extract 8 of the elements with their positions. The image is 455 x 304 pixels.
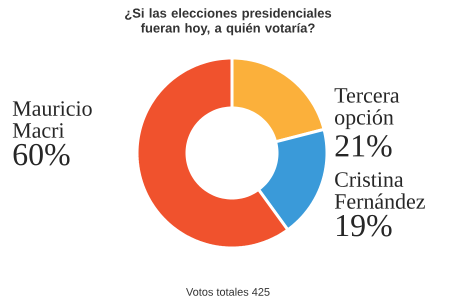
chart-title: ¿Si las elecciones presidenciales fueran hoy, a quién votaría? [125, 8, 332, 36]
data-label: 21% [336, 135, 392, 157]
slice-label: Cristina Fernández [334, 172, 425, 209]
slice-label: Tercera opción [334, 88, 400, 130]
data-label: 19% [337, 214, 392, 236]
data-label: 60% [14, 144, 70, 166]
slice-label: Mauricio Macri [12, 101, 92, 138]
text: Votos totales 425 [186, 288, 270, 296]
